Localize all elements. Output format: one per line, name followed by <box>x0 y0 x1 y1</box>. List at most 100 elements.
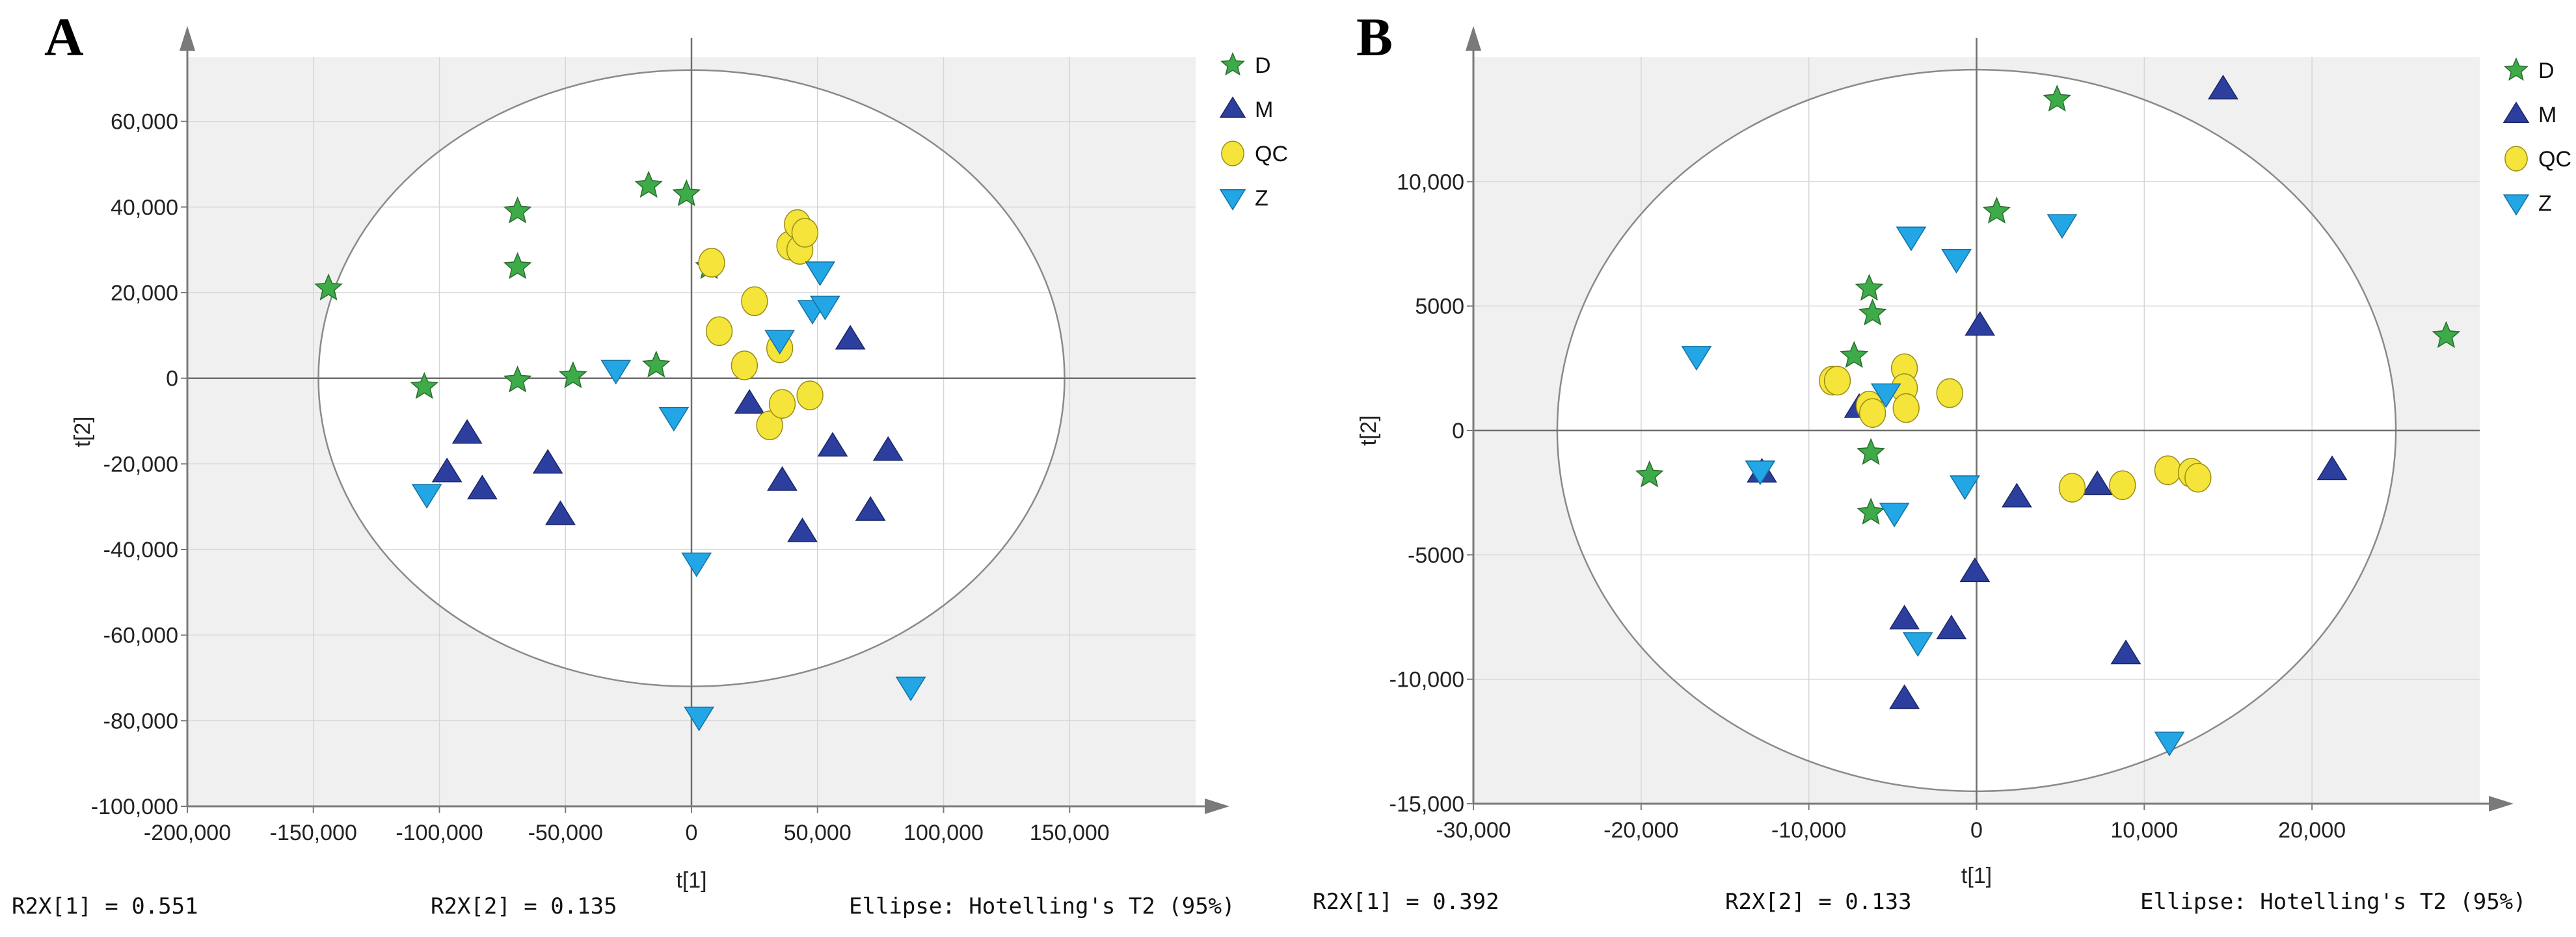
data-point-m <box>787 517 818 542</box>
data-point-qc <box>2058 473 2086 503</box>
footer-stat: R2X[1] = 0.551 <box>12 893 198 919</box>
data-point-z <box>411 484 442 509</box>
data-point-z <box>658 406 690 432</box>
data-point-m <box>466 475 498 499</box>
data-point-qc <box>2154 455 2182 486</box>
y-tick-label: -20,000 <box>103 452 178 477</box>
y-tick-label: -40,000 <box>103 538 178 562</box>
panel-letter: A <box>44 7 84 68</box>
x-axis-arrow <box>2489 796 2514 812</box>
data-point-m <box>1959 557 1991 583</box>
score-plot-panel-b: B -30,000 -20,000 -10,000 0 10,000 20,000 -15,0… <box>1313 7 2571 915</box>
legend-marker-d <box>2504 57 2529 81</box>
data-point-z <box>1896 226 1927 252</box>
data-point-d <box>634 170 663 198</box>
data-point-d <box>1858 298 1887 326</box>
data-point-qc <box>1858 398 1886 429</box>
data-point-m <box>872 436 904 461</box>
data-point-qc <box>1823 365 1851 396</box>
y-tick-label: -60,000 <box>103 624 178 648</box>
y-tick-label: 0 <box>1452 419 1464 443</box>
data-point-qc <box>768 389 796 419</box>
data-point-qc <box>1936 378 1963 408</box>
legend-marker-m <box>2502 101 2530 123</box>
data-point-d <box>1635 460 1664 488</box>
data-point-m <box>855 495 886 521</box>
legend-label-d: D <box>1255 53 1271 78</box>
data-point-d <box>503 196 532 224</box>
x-axis-arrow <box>1205 798 1229 814</box>
y-tick-label: 5000 <box>1415 295 1464 319</box>
data-point-z <box>1950 475 1980 501</box>
data-point-qc <box>796 380 824 410</box>
data-point-z <box>1870 383 1901 408</box>
data-point-m <box>2001 482 2032 508</box>
footer-stat: R2X[2] = 0.133 <box>1725 889 1912 915</box>
legend-marker-z <box>1219 189 1246 211</box>
data-point-m <box>734 389 765 414</box>
x-tick-label: 150,000 <box>1030 821 1110 845</box>
y-tick-label: -80,000 <box>103 709 178 733</box>
data-point-z <box>681 552 712 577</box>
series-m <box>1747 74 2348 709</box>
x-axis-title: t[1] <box>1961 864 1992 888</box>
data-point-m <box>1965 311 1996 336</box>
y-tick-label: -100,000 <box>91 795 178 819</box>
data-point-d <box>1982 196 2011 224</box>
series-qc <box>698 209 824 440</box>
y-tick-label: -15,000 <box>1389 792 1464 817</box>
data-point-d <box>672 179 701 207</box>
x-tick-label: 100,000 <box>904 821 984 845</box>
data-point-m <box>1889 684 1920 709</box>
x-tick-label: -50,000 <box>528 821 603 845</box>
data-point-z <box>805 261 836 286</box>
series-z <box>1681 214 2185 757</box>
data-point-m <box>817 432 848 457</box>
data-point-m <box>2082 470 2113 495</box>
data-point-d <box>1840 341 1869 368</box>
legend-label-qc: QC <box>2538 147 2571 172</box>
x-tick-label: 0 <box>1970 818 1983 843</box>
data-point-z <box>2046 214 2078 239</box>
data-point-z <box>2154 732 2185 757</box>
x-tick-label: 50,000 <box>784 821 852 845</box>
y-axis-title: t[2] <box>70 416 95 447</box>
y-tick-label: -10,000 <box>1389 668 1464 693</box>
data-point-z <box>809 295 840 321</box>
data-point-m <box>767 466 798 491</box>
data-point-m <box>1889 604 1920 629</box>
data-point-qc <box>1892 393 1920 423</box>
data-point-m <box>1936 614 1967 640</box>
data-point-d <box>1857 438 1885 465</box>
data-point-d <box>503 365 532 393</box>
x-tick-label: -200,000 <box>144 821 231 845</box>
footer-stat: R2X[1] = 0.392 <box>1313 889 1499 915</box>
score-plot-panel-a: A -200,000 -150,000 -100,000 -50,000 0 50,000 1… <box>12 7 1288 919</box>
data-point-m <box>2208 74 2238 99</box>
legend-label-m: M <box>1255 98 1273 122</box>
data-point-m <box>2316 455 2348 481</box>
data-point-d <box>314 273 343 301</box>
series-m <box>431 324 904 542</box>
x-tick-label: -100,000 <box>396 821 483 845</box>
y-tick-label: 0 <box>166 367 178 391</box>
series-d <box>1635 85 2461 525</box>
data-point-z <box>600 360 632 385</box>
legend-marker-qc <box>2504 146 2528 172</box>
data-point-z <box>1681 346 1712 371</box>
series-qc <box>1819 353 2212 503</box>
x-tick-label: 0 <box>686 821 698 845</box>
data-point-z <box>895 676 926 702</box>
data-point-m <box>2110 639 2141 665</box>
legend-label-z: Z <box>1255 186 1268 211</box>
data-point-m <box>431 457 463 482</box>
y-axis-arrow <box>180 26 195 51</box>
data-point-z <box>1941 248 1972 274</box>
x-tick-label: -150,000 <box>270 821 357 845</box>
panel-letter: B <box>1356 7 1393 68</box>
data-point-m <box>532 449 563 474</box>
x-tick-label: 20,000 <box>2278 818 2346 843</box>
data-point-qc <box>2109 470 2136 500</box>
data-point-z <box>1902 632 1933 657</box>
